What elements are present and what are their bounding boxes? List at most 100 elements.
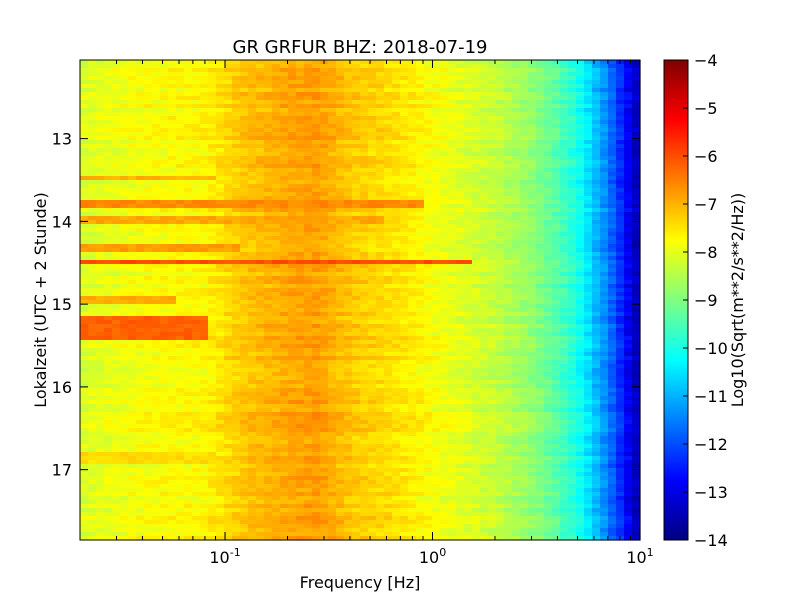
heatmap-cell [568, 108, 577, 113]
heatmap-cell [616, 208, 625, 213]
heatmap-cell [624, 300, 633, 305]
heatmap-cell [320, 196, 329, 201]
heatmap-cell [96, 344, 105, 349]
heatmap-cell [176, 268, 185, 273]
heatmap-cell [144, 76, 153, 81]
heatmap-cell [360, 328, 369, 333]
heatmap-cell [584, 296, 593, 301]
heatmap-cell [160, 332, 169, 337]
heatmap-cell [112, 132, 121, 137]
heatmap-cell [168, 140, 177, 145]
heatmap-cell [192, 108, 201, 113]
heatmap-cell [112, 180, 121, 185]
heatmap-cell [128, 64, 137, 69]
heatmap-cell [248, 68, 257, 73]
heatmap-cell [360, 320, 369, 325]
heatmap-cell [560, 104, 569, 109]
heatmap-cell [336, 260, 345, 265]
heatmap-cell [176, 304, 185, 309]
heatmap-cell [144, 288, 153, 293]
heatmap-cell [496, 112, 505, 117]
heatmap-cell [352, 200, 361, 205]
heatmap-cell [256, 128, 265, 133]
heatmap-cell [432, 260, 441, 265]
heatmap-cell [456, 276, 465, 281]
heatmap-cell [296, 216, 305, 221]
heatmap-cell [200, 124, 209, 129]
heatmap-cell [320, 136, 329, 141]
heatmap-cell [240, 132, 249, 137]
heatmap-cell [368, 192, 377, 197]
heatmap-cell [312, 292, 321, 297]
heatmap-cell [360, 276, 369, 281]
heatmap-cell [600, 260, 609, 265]
heatmap-cell [192, 168, 201, 173]
heatmap-cell [192, 148, 201, 153]
heatmap-cell [600, 220, 609, 225]
heatmap-cell [184, 276, 193, 281]
heatmap-cell [592, 256, 601, 261]
heatmap-cell [608, 168, 617, 173]
heatmap-cell [528, 252, 537, 257]
heatmap-cell [288, 152, 297, 157]
heatmap-cell [288, 336, 297, 341]
heatmap-cell [608, 76, 617, 81]
heatmap-cell [624, 84, 633, 89]
heatmap-cell [224, 192, 233, 197]
heatmap-cell [152, 248, 161, 253]
heatmap-cell [120, 68, 129, 73]
heatmap-cell [536, 268, 545, 273]
heatmap-cell [344, 324, 353, 329]
heatmap-cell [472, 96, 481, 101]
heatmap-cell [256, 112, 265, 117]
heatmap-cell [104, 80, 113, 85]
heatmap-cell [344, 84, 353, 89]
heatmap-cell [584, 312, 593, 317]
heatmap-cell [440, 180, 449, 185]
heatmap-cell [424, 160, 433, 165]
heatmap-cell [200, 132, 209, 137]
heatmap-cell [400, 212, 409, 217]
heatmap-cell [128, 204, 137, 209]
heatmap-cell [400, 244, 409, 249]
heatmap-cell [112, 112, 121, 117]
heatmap-cell [256, 92, 265, 97]
heatmap-cell [248, 304, 257, 309]
heatmap-cell [320, 232, 329, 237]
heatmap-cell [360, 92, 369, 97]
heatmap-cell [192, 96, 201, 101]
heatmap-cell [536, 236, 545, 241]
heatmap-cell [608, 148, 617, 153]
heatmap-cell [408, 332, 417, 337]
heatmap-cell [424, 64, 433, 69]
heatmap-cell [344, 168, 353, 173]
heatmap-cell [536, 316, 545, 321]
heatmap-cell [200, 184, 209, 189]
heatmap-cell [312, 204, 321, 209]
heatmap-cell [360, 68, 369, 73]
heatmap-cell [392, 212, 401, 217]
heatmap-cell [240, 296, 249, 301]
heatmap-cell [176, 260, 185, 265]
heatmap-cell [456, 312, 465, 317]
heatmap-cell [280, 244, 289, 249]
heatmap-cell [80, 344, 89, 349]
heatmap-cell [448, 104, 457, 109]
heatmap-cell [456, 148, 465, 153]
heatmap-cell [472, 312, 481, 317]
heatmap-cell [616, 216, 625, 221]
heatmap-cell [176, 276, 185, 281]
heatmap-cell [544, 252, 553, 257]
heatmap-cell [136, 248, 145, 253]
heatmap-cell [136, 252, 145, 257]
heatmap-cell [392, 336, 401, 341]
heatmap-cell [504, 80, 513, 85]
heatmap-cell [96, 208, 105, 213]
heatmap-cell [528, 160, 537, 165]
heatmap-cell [432, 236, 441, 241]
heatmap-cell [320, 148, 329, 153]
heatmap-cell [344, 300, 353, 305]
heatmap-cell [288, 236, 297, 241]
heatmap-cell [120, 140, 129, 145]
heatmap-cell [520, 200, 529, 205]
